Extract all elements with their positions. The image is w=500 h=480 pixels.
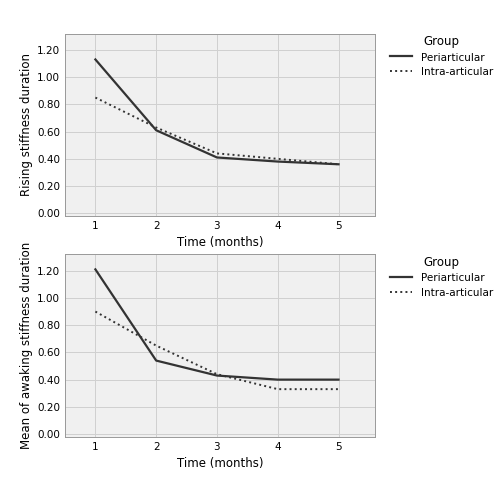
Intra-articular xyxy=(92,95,98,100)
Intra-articular xyxy=(274,386,280,392)
Periarticular xyxy=(153,127,159,133)
Intra-articular xyxy=(214,372,220,377)
X-axis label: Time (months): Time (months) xyxy=(177,237,263,250)
X-axis label: Time (months): Time (months) xyxy=(177,457,263,470)
Periarticular xyxy=(92,57,98,62)
Line: Periarticular: Periarticular xyxy=(96,269,338,380)
Intra-articular xyxy=(274,156,280,162)
Periarticular xyxy=(274,377,280,383)
Intra-articular xyxy=(153,125,159,131)
Intra-articular xyxy=(214,151,220,156)
Intra-articular xyxy=(336,386,342,392)
Intra-articular xyxy=(336,161,342,167)
Periarticular xyxy=(214,372,220,378)
Periarticular xyxy=(336,161,342,167)
Intra-articular xyxy=(92,309,98,314)
Legend: Periarticular, Intra-articular: Periarticular, Intra-articular xyxy=(390,256,493,298)
Y-axis label: Rising stiffness duration: Rising stiffness duration xyxy=(20,53,33,196)
Periarticular xyxy=(274,159,280,165)
Intra-articular xyxy=(153,343,159,348)
Line: Intra-articular: Intra-articular xyxy=(96,97,338,164)
Periarticular xyxy=(214,155,220,160)
Y-axis label: Mean of awaking stiffness duration: Mean of awaking stiffness duration xyxy=(20,242,33,449)
Periarticular xyxy=(153,358,159,363)
Periarticular xyxy=(92,266,98,272)
Legend: Periarticular, Intra-articular: Periarticular, Intra-articular xyxy=(390,35,493,77)
Line: Periarticular: Periarticular xyxy=(96,60,338,164)
Periarticular xyxy=(336,377,342,383)
Line: Intra-articular: Intra-articular xyxy=(96,312,338,389)
